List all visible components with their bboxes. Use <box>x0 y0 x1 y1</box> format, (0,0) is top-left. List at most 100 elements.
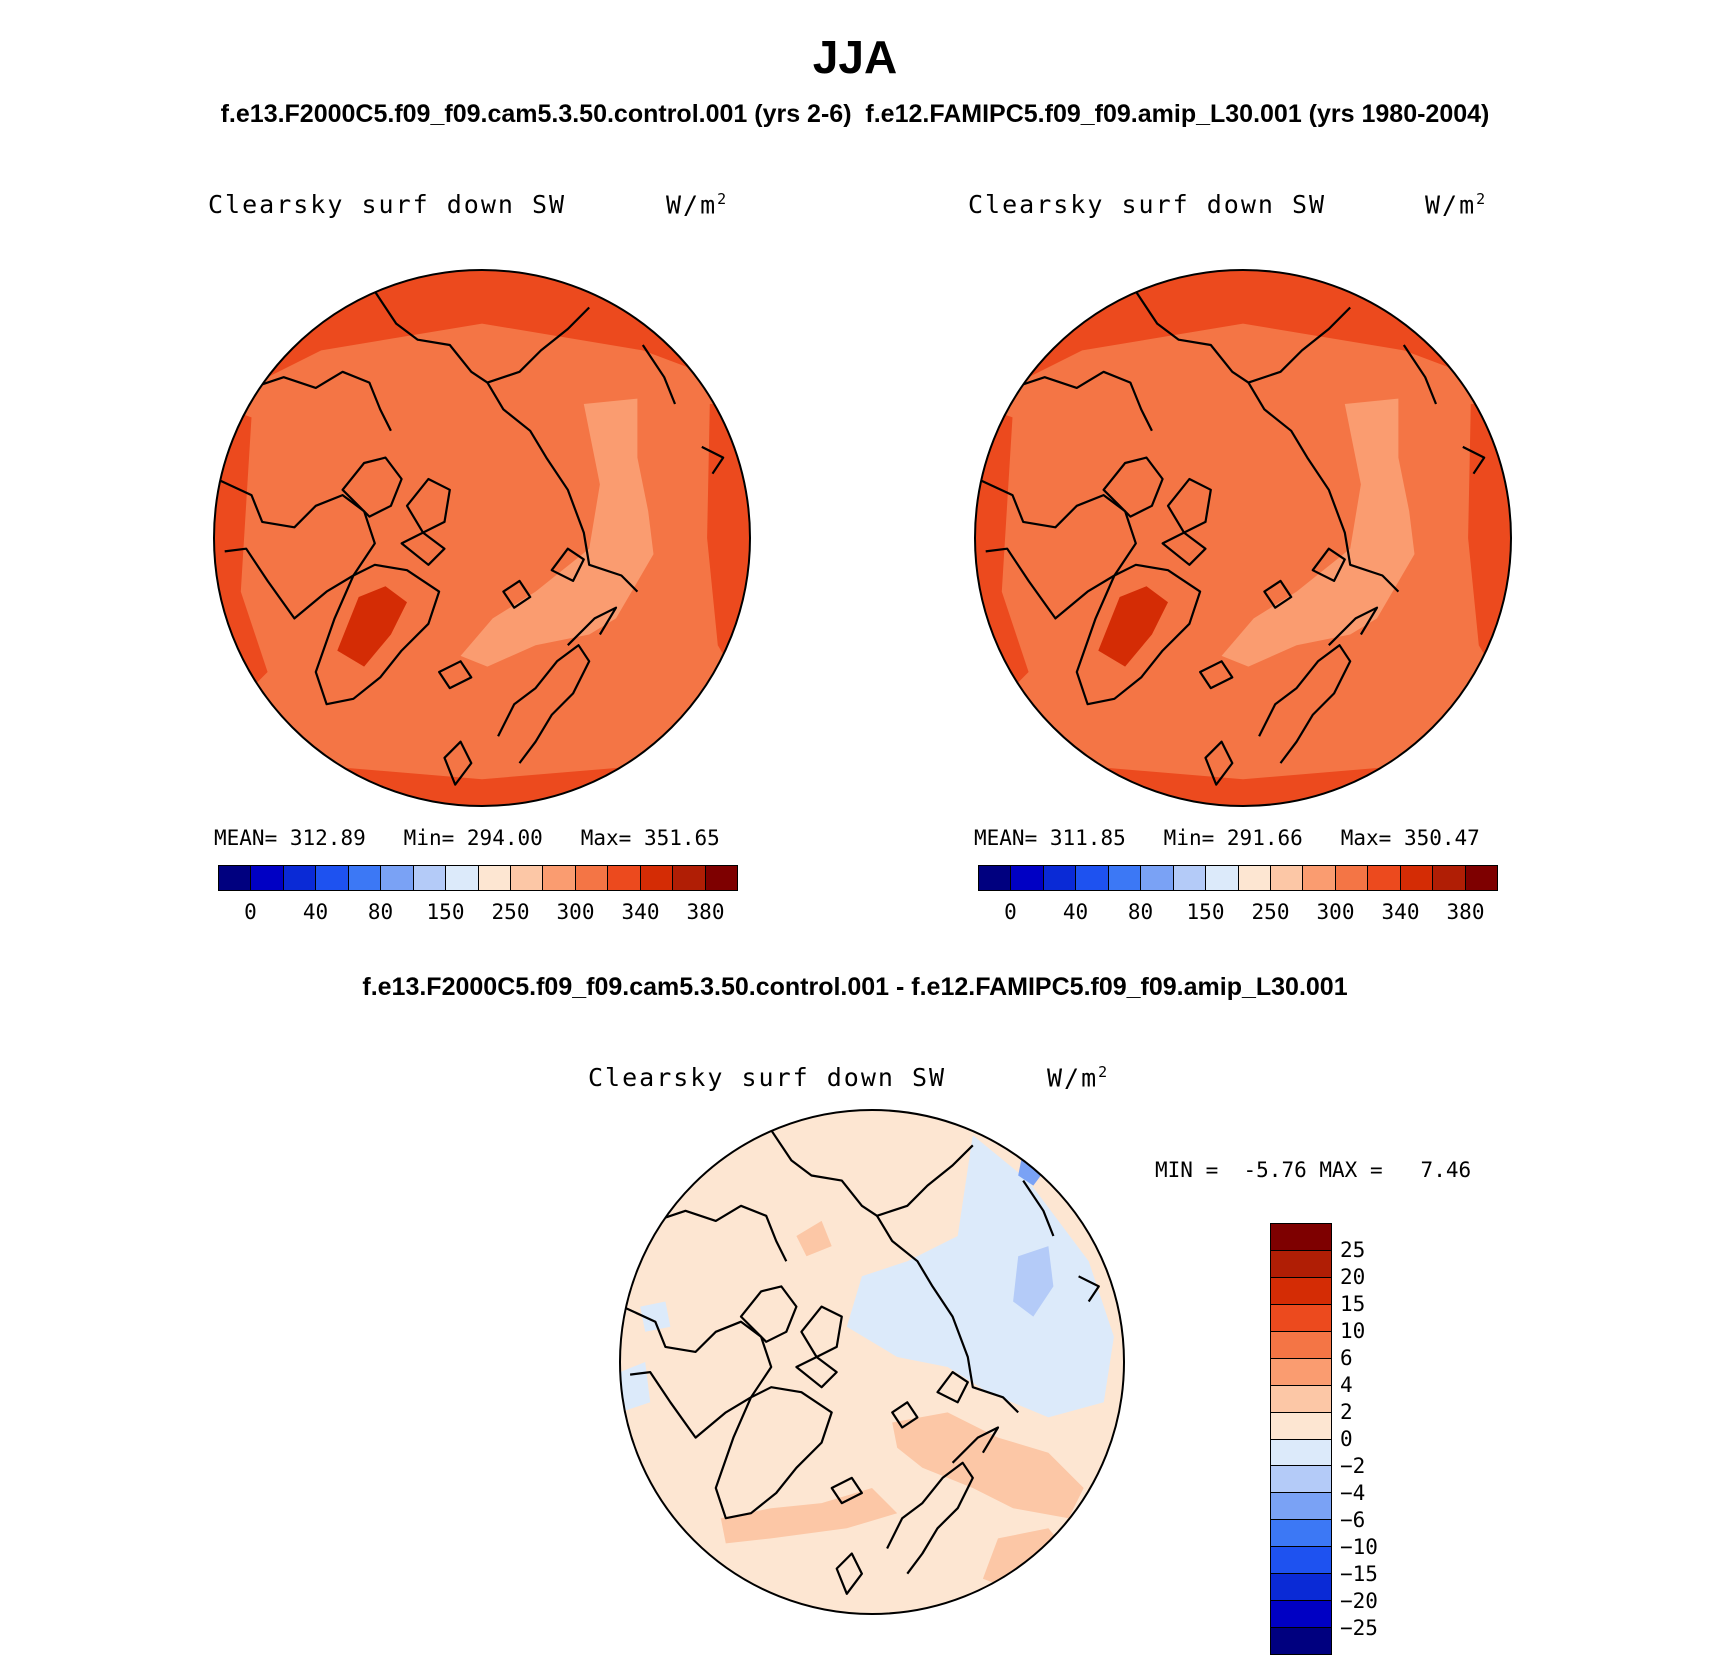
right-coastline <box>1328 606 1379 646</box>
diff-coastline <box>770 1129 974 1217</box>
left-coastline <box>400 531 446 566</box>
left-colorbar-swatch <box>348 866 382 890</box>
diff-coastline <box>622 1305 773 1439</box>
diff-coastline <box>835 1552 863 1595</box>
right-coastline <box>977 478 1137 620</box>
left-max-label: Max= <box>580 826 632 850</box>
diff-colorbar-swatch <box>1271 1628 1331 1654</box>
diff-colorbar-tick-label: −2 <box>1340 1454 1366 1478</box>
diff-colorbar-swatch <box>1271 1277 1331 1305</box>
diff-colorbar-swatch <box>1271 1574 1331 1602</box>
diff-coastline <box>1078 1275 1100 1303</box>
right-colorbar-swatch <box>1400 866 1434 890</box>
left-coastline <box>405 477 451 534</box>
left-coastline <box>443 740 473 786</box>
diff-colorbar-ticks: 25 20 15 10 6 4 2 0 −2 −4 −6 −10 −15 −20 −25 <box>1340 1223 1420 1655</box>
right-coastline <box>1263 579 1293 609</box>
diff-field-patch <box>892 1412 1084 1519</box>
left-coastline <box>567 606 618 646</box>
diff-colorbar-tick-label: −4 <box>1340 1481 1366 1505</box>
right-map-group <box>974 269 1512 807</box>
diff-panel-variable: Clearsky surf down SW <box>588 1063 947 1092</box>
diff-colorbar-tick-label: 15 <box>1340 1292 1366 1316</box>
left-colorbar-swatch <box>543 866 576 890</box>
left-colorbar-swatch <box>510 866 544 890</box>
right-colorbar-swatch <box>1076 866 1109 890</box>
diff-colorbar-swatch <box>1271 1493 1331 1521</box>
diff-colorbar-tick-label: 20 <box>1340 1265 1366 1289</box>
diff-colorbar-tick-label: −15 <box>1340 1562 1378 1586</box>
left-coastline <box>314 563 441 706</box>
right-coastline <box>1134 290 1351 384</box>
right-colorbar-swatch <box>1238 866 1271 890</box>
left-min-label: Min= <box>403 826 455 850</box>
case-names-title: f.e13.F2000C5.f09_f09.cam5.3.50.control.… <box>220 100 1490 128</box>
diff-field-patch <box>796 1220 832 1257</box>
right-coastline <box>1102 456 1164 518</box>
right-mean-label: MEAN= <box>974 826 1038 850</box>
left-coastline <box>341 456 403 518</box>
diff-coastline <box>1022 1179 1055 1237</box>
right-colorbar-swatch <box>1368 866 1401 890</box>
left-colorbar-swatch <box>478 866 511 890</box>
left-panel-variable: Clearsky surf down SW <box>208 190 567 219</box>
right-coastline <box>1247 382 1400 593</box>
left-field-patch <box>337 586 407 667</box>
diff-colorbar-tick-label: 4 <box>1340 1373 1353 1397</box>
right-field-patch <box>1098 586 1168 667</box>
diff-colorbar-swatch <box>1271 1601 1331 1629</box>
diff-max-label: MAX = <box>1319 1158 1383 1182</box>
diff-colorbar <box>1270 1223 1332 1655</box>
diff-coastline <box>795 1355 838 1389</box>
right-coastline <box>1075 563 1202 706</box>
left-field-patch <box>460 398 654 667</box>
left-colorbar-swatch <box>251 866 284 890</box>
right-colorbar-swatch <box>1433 866 1466 890</box>
left-map-group <box>213 269 751 807</box>
left-colorbar-swatch <box>575 866 609 890</box>
season-title: JJA <box>812 31 898 83</box>
right-colorbar-tick-label: 340 <box>1381 900 1420 924</box>
left-max-value: 351.65 <box>643 826 720 850</box>
right-coastline <box>1462 445 1486 475</box>
left-panel-units: W/m2 <box>666 190 729 220</box>
diff-colorbar-tick-label: 0 <box>1340 1427 1353 1451</box>
diff-field-patch <box>1013 1246 1054 1317</box>
right-min-label: Min= <box>1163 826 1215 850</box>
right-field-patch <box>1221 398 1415 667</box>
right-coastline <box>1258 644 1352 764</box>
diff-colorbar-tick-label: 10 <box>1340 1319 1366 1343</box>
right-colorbar-tick-label: 150 <box>1186 900 1225 924</box>
diff-field-patch <box>846 1135 1114 1418</box>
diff-coastline <box>886 1461 974 1575</box>
left-panel-stats: MEAN= 312.89 Min= 294.00 Max= 351.65 <box>214 826 720 850</box>
right-colorbar-swatch <box>1108 866 1142 890</box>
right-mean-value: 311.85 <box>1049 826 1126 850</box>
left-colorbar-swatch <box>673 866 706 890</box>
right-panel-units: W/m2 <box>1425 190 1488 220</box>
right-base-fill <box>975 270 1511 806</box>
diff-field-patch <box>620 1362 651 1413</box>
right-map-border <box>974 269 1512 807</box>
right-colorbar-tick-label: 380 <box>1446 900 1485 924</box>
right-coastline <box>1402 344 1438 405</box>
left-colorbar-swatch <box>381 866 414 890</box>
diff-min-value: -5.76 <box>1243 1158 1307 1182</box>
left-colorbar-swatch <box>446 866 479 890</box>
diff-colorbar-tick-label: −6 <box>1340 1508 1366 1532</box>
left-colorbar <box>218 865 738 891</box>
right-coastline <box>1012 370 1153 432</box>
diff-colorbar-tick-label: −20 <box>1340 1589 1378 1613</box>
left-colorbar-swatch <box>283 866 317 890</box>
right-panel-stats: MEAN= 311.85 Min= 291.66 Max= 350.47 <box>974 826 1480 850</box>
diff-colorbar-swatch <box>1271 1466 1331 1494</box>
left-colorbar-tick-label: 380 <box>686 900 725 924</box>
diff-colorbar-swatch <box>1271 1439 1331 1467</box>
right-coastline <box>1161 531 1207 566</box>
left-coastline <box>502 579 532 609</box>
right-field-patch <box>975 698 1511 806</box>
diff-minmax: MIN = -5.76 MAX = 7.46 <box>1155 1158 1471 1182</box>
diff-colorbar-swatch <box>1271 1224 1331 1251</box>
right-colorbar-tick-label: 40 <box>1062 900 1089 924</box>
left-colorbar-tick-label: 80 <box>367 900 394 924</box>
